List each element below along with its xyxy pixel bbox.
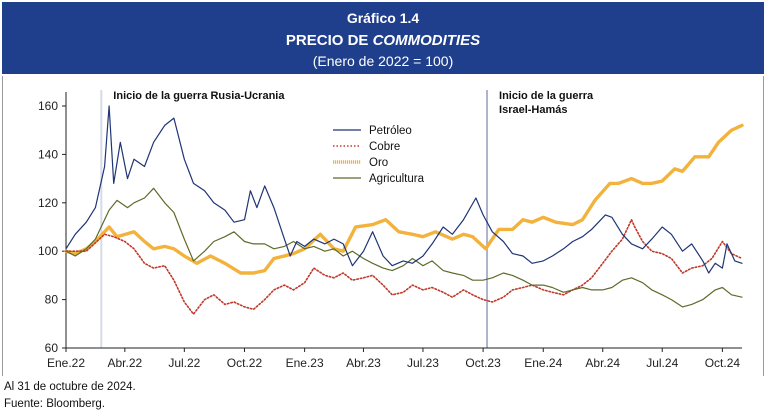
legend-label-2: Oro: [369, 157, 388, 169]
x-tick-label-6: Jul.23: [407, 356, 439, 370]
event-label-1-0: Inicio de la guerra: [499, 90, 594, 102]
legend-label-0: Petróleo: [369, 125, 412, 137]
x-tick-label-3: Oct.22: [227, 356, 263, 370]
y-tick-label-120: 120: [38, 196, 58, 210]
x-tick-label-2: Jul.22: [168, 356, 200, 370]
chart-frame: [2, 76, 764, 376]
x-tick-label-11: Oct.24: [705, 356, 741, 370]
footer-note: Al 31 de octubre de 2024.: [4, 381, 136, 393]
x-tick-label-7: Oct.23: [465, 356, 501, 370]
series-line-1: [65, 218, 743, 315]
footer-source: Fuente: Bloomberg.: [4, 398, 106, 410]
x-tick-label-0: Ene.22: [47, 356, 85, 370]
line-chart: Inicio de la guerra Rusia-Ucrania Inicio …: [38, 90, 744, 370]
y-tick-label-60: 60: [45, 341, 59, 355]
legend-label-1: Cobre: [369, 141, 400, 153]
x-tick-label-4: Ene.23: [286, 356, 324, 370]
chart-title-emphasis: COMMODITIES: [372, 32, 481, 49]
event-label-0-0: Inicio de la guerra Rusia-Ucrania: [113, 90, 285, 102]
event-label-1-1: Israel-Hamás: [499, 104, 568, 116]
chart-title-prefix: PRECIO DE: [285, 32, 373, 49]
y-tick-label-80: 80: [45, 293, 59, 307]
chart-header: Gráfico 1.4 PRECIO DE COMMODITIES (Enero…: [2, 2, 764, 74]
y-tick-label-160: 160: [38, 99, 58, 113]
legend-label-3: Agricultura: [369, 173, 425, 185]
x-tick-label-5: Abr.23: [346, 356, 381, 370]
chart-title: PRECIO DE COMMODITIES: [2, 32, 764, 49]
x-tick-label-10: Jul.24: [646, 356, 678, 370]
y-tick-label-140: 140: [38, 147, 58, 161]
chart-label: Gráfico 1.4: [346, 10, 420, 26]
chart-subtitle: (Enero de 2022 = 100): [312, 53, 454, 69]
x-tick-label-9: Abr.24: [585, 356, 620, 370]
series-line-2: [64, 123, 744, 275]
x-tick-label-8: Ene.24: [524, 356, 562, 370]
y-tick-label-100: 100: [38, 244, 58, 258]
series-line-3: [65, 187, 743, 308]
series-line-0: [65, 105, 743, 274]
x-tick-label-1: Abr.22: [107, 356, 142, 370]
